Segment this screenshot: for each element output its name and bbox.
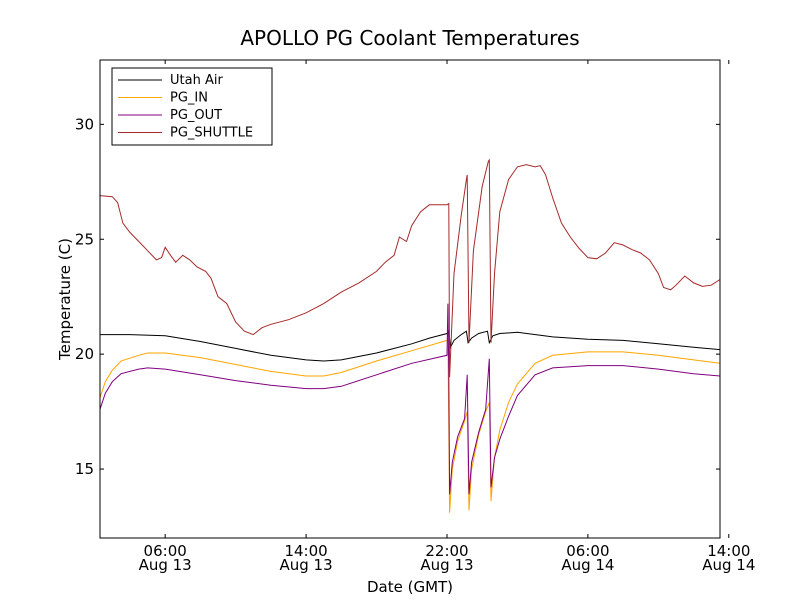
x-tick-label-date: Aug 14: [561, 556, 614, 574]
x-axis-label: Date (GMT): [367, 578, 453, 596]
x-tick-label-date: Aug 13: [139, 556, 192, 574]
legend-label-pg-in: PG_IN: [170, 91, 208, 106]
series-line-pg-in: [99, 337, 721, 513]
y-tick-label: 25: [75, 230, 94, 248]
x-tick-label-time: 06:00: [144, 542, 187, 560]
plot-frame: [99, 59, 721, 539]
chart-title: APOLLO PG Coolant Temperatures: [240, 26, 579, 50]
x-tick-label-time: 14:00: [284, 542, 327, 560]
y-axis-label: Temperature (C): [56, 238, 74, 361]
series-line-utah-air: [100, 329, 721, 362]
x-tick-label-time: 14:00: [707, 542, 750, 560]
x-tick-label-date: Aug 13: [280, 556, 333, 574]
x-tick-label-time: 06:00: [566, 542, 609, 560]
legend-label-utah-air: Utah Air: [170, 73, 223, 88]
y-tick-label: 30: [75, 115, 94, 133]
y-tick-label: 15: [75, 460, 94, 478]
legend-label-pg-shuttle: PG_SHUTTLE: [170, 126, 253, 141]
legend: Utah Air PG_IN PG_OUT PG_SHUTTLE: [111, 67, 273, 146]
y-tick-label: 20: [75, 345, 94, 363]
series-line-pg-shuttle: [99, 158, 721, 378]
legend-label-pg-out: PG_OUT: [170, 108, 222, 123]
x-tick-label-date: Aug 13: [420, 556, 473, 574]
x-tick-label-date: Aug 14: [702, 556, 755, 574]
series-line-pg-out: [99, 303, 721, 495]
plot-lines: [99, 158, 721, 513]
x-tick-label-time: 22:00: [425, 542, 468, 560]
